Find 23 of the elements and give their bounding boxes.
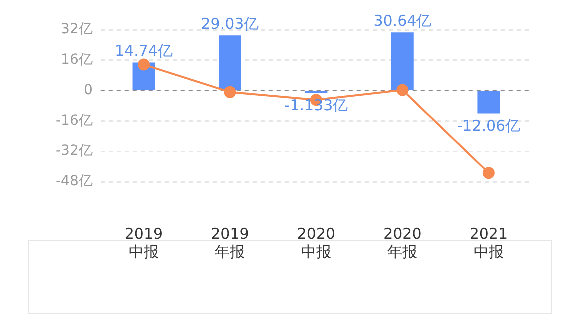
y-tick-label: -48亿 [56,174,93,190]
data-label: 29.03亿 [201,15,260,34]
y-tick-label: -32亿 [56,143,93,160]
point [224,86,236,98]
x-tick-label: 2021 中报 [470,224,508,261]
point [138,58,150,71]
data-label: 30.64亿 [374,12,432,30]
x-tick-label: 2019 年报 [211,224,250,261]
y-tick-label: 0 [84,82,93,98]
point [396,84,409,96]
data-label: -1.133亿 [284,96,348,114]
y-tick-label: -16亿 [56,112,93,129]
data-label: 14.74亿 [115,42,173,60]
x-tick-label: 2020 年报 [384,224,422,261]
y-tick-label: 16亿 [61,52,93,68]
y-tick-label: 32亿 [61,22,93,38]
data-label: -12.06亿 [457,117,521,136]
x-tick-label: 2020 中报 [297,224,336,261]
bar [219,36,242,90]
x-tick-label: 2019 中报 [124,224,164,261]
bar [391,32,414,90]
bar [478,92,500,114]
point [482,167,495,180]
